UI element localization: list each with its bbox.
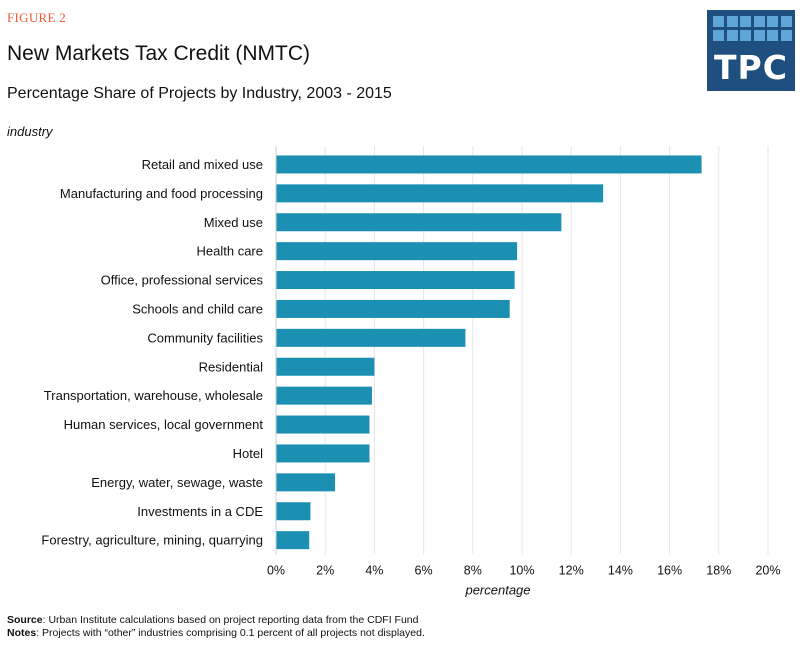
source-note: Source: Urban Institute calculations bas…: [7, 614, 418, 626]
y-category-label: Community facilities: [147, 330, 263, 345]
notes-note: Notes: Projects with “other” industries …: [7, 627, 425, 639]
source-text: : Urban Institute calculations based on …: [42, 614, 419, 626]
y-category-label: Schools and child care: [132, 301, 263, 316]
logo-tile: [767, 16, 778, 27]
logo-tile: [740, 16, 751, 27]
bar: [276, 357, 375, 376]
bar: [276, 213, 562, 232]
logo-tile: [740, 29, 751, 41]
tpc-logo: TPC: [707, 10, 795, 91]
logo-text: TPC: [714, 48, 788, 87]
bar: [276, 271, 515, 290]
chart-title: New Markets Tax Credit (NMTC): [7, 42, 310, 65]
x-tick-label: 12%: [559, 564, 584, 578]
x-tick-label: 8%: [464, 564, 482, 578]
x-tick-label: 0%: [267, 564, 285, 578]
y-category-label: Investments in a CDE: [137, 504, 263, 519]
x-tick-label: 2%: [316, 564, 334, 578]
bar: [276, 473, 336, 492]
x-tick-label: 18%: [706, 564, 731, 578]
y-category-label: Forestry, agriculture, mining, quarrying: [41, 533, 263, 548]
x-tick-label: 4%: [365, 564, 383, 578]
notes-label: Notes: [7, 627, 37, 639]
bar: [276, 155, 702, 174]
y-axis-label: industry: [7, 124, 54, 139]
bar: [276, 444, 370, 463]
bar: [276, 242, 518, 261]
y-category-label: Transportation, warehouse, wholesale: [44, 388, 263, 403]
y-category-label: Office, professional services: [101, 273, 264, 288]
x-tick-label: 16%: [657, 564, 682, 578]
logo-tile: [713, 29, 724, 41]
x-tick-label: 6%: [415, 564, 433, 578]
notes-text: : Projects with “other” industries compr…: [36, 627, 425, 639]
source-label: Source: [7, 614, 43, 626]
y-category-label: Mixed use: [204, 215, 263, 230]
bar: [276, 184, 604, 203]
bar: [276, 328, 466, 347]
x-tick-label: 10%: [509, 564, 534, 578]
x-tick-label: 20%: [755, 564, 780, 578]
x-axis-label: percentage: [464, 583, 530, 598]
y-category-label: Residential: [199, 359, 263, 374]
bar: [276, 386, 372, 405]
bar: [276, 502, 311, 521]
y-category-label: Health care: [197, 244, 263, 259]
x-tick-label: 14%: [608, 564, 633, 578]
logo-tile: [726, 29, 738, 41]
y-category-label: Retail and mixed use: [142, 157, 263, 172]
logo-tile: [780, 16, 792, 27]
y-category-label: Hotel: [233, 446, 263, 461]
logo-tile: [713, 16, 724, 27]
figure-label: FIGURE 2: [7, 10, 67, 25]
logo-tile: [767, 29, 778, 41]
logo-tile: [780, 29, 792, 41]
logo-tile: [726, 16, 738, 27]
bar: [276, 531, 310, 550]
y-category-label: Human services, local government: [64, 417, 264, 432]
logo-tile: [753, 16, 765, 27]
y-category-label: Manufacturing and food processing: [60, 186, 263, 201]
chart-subtitle: Percentage Share of Projects by Industry…: [7, 85, 392, 102]
bar-chart: industry 0% 2% 4% 6% 8% 10% 12% 14% 16% 18% 20% Reta…: [7, 124, 781, 598]
y-category-label: Energy, water, sewage, waste: [91, 475, 263, 490]
bar: [276, 299, 510, 318]
bar: [276, 415, 370, 434]
logo-tile: [753, 29, 765, 41]
